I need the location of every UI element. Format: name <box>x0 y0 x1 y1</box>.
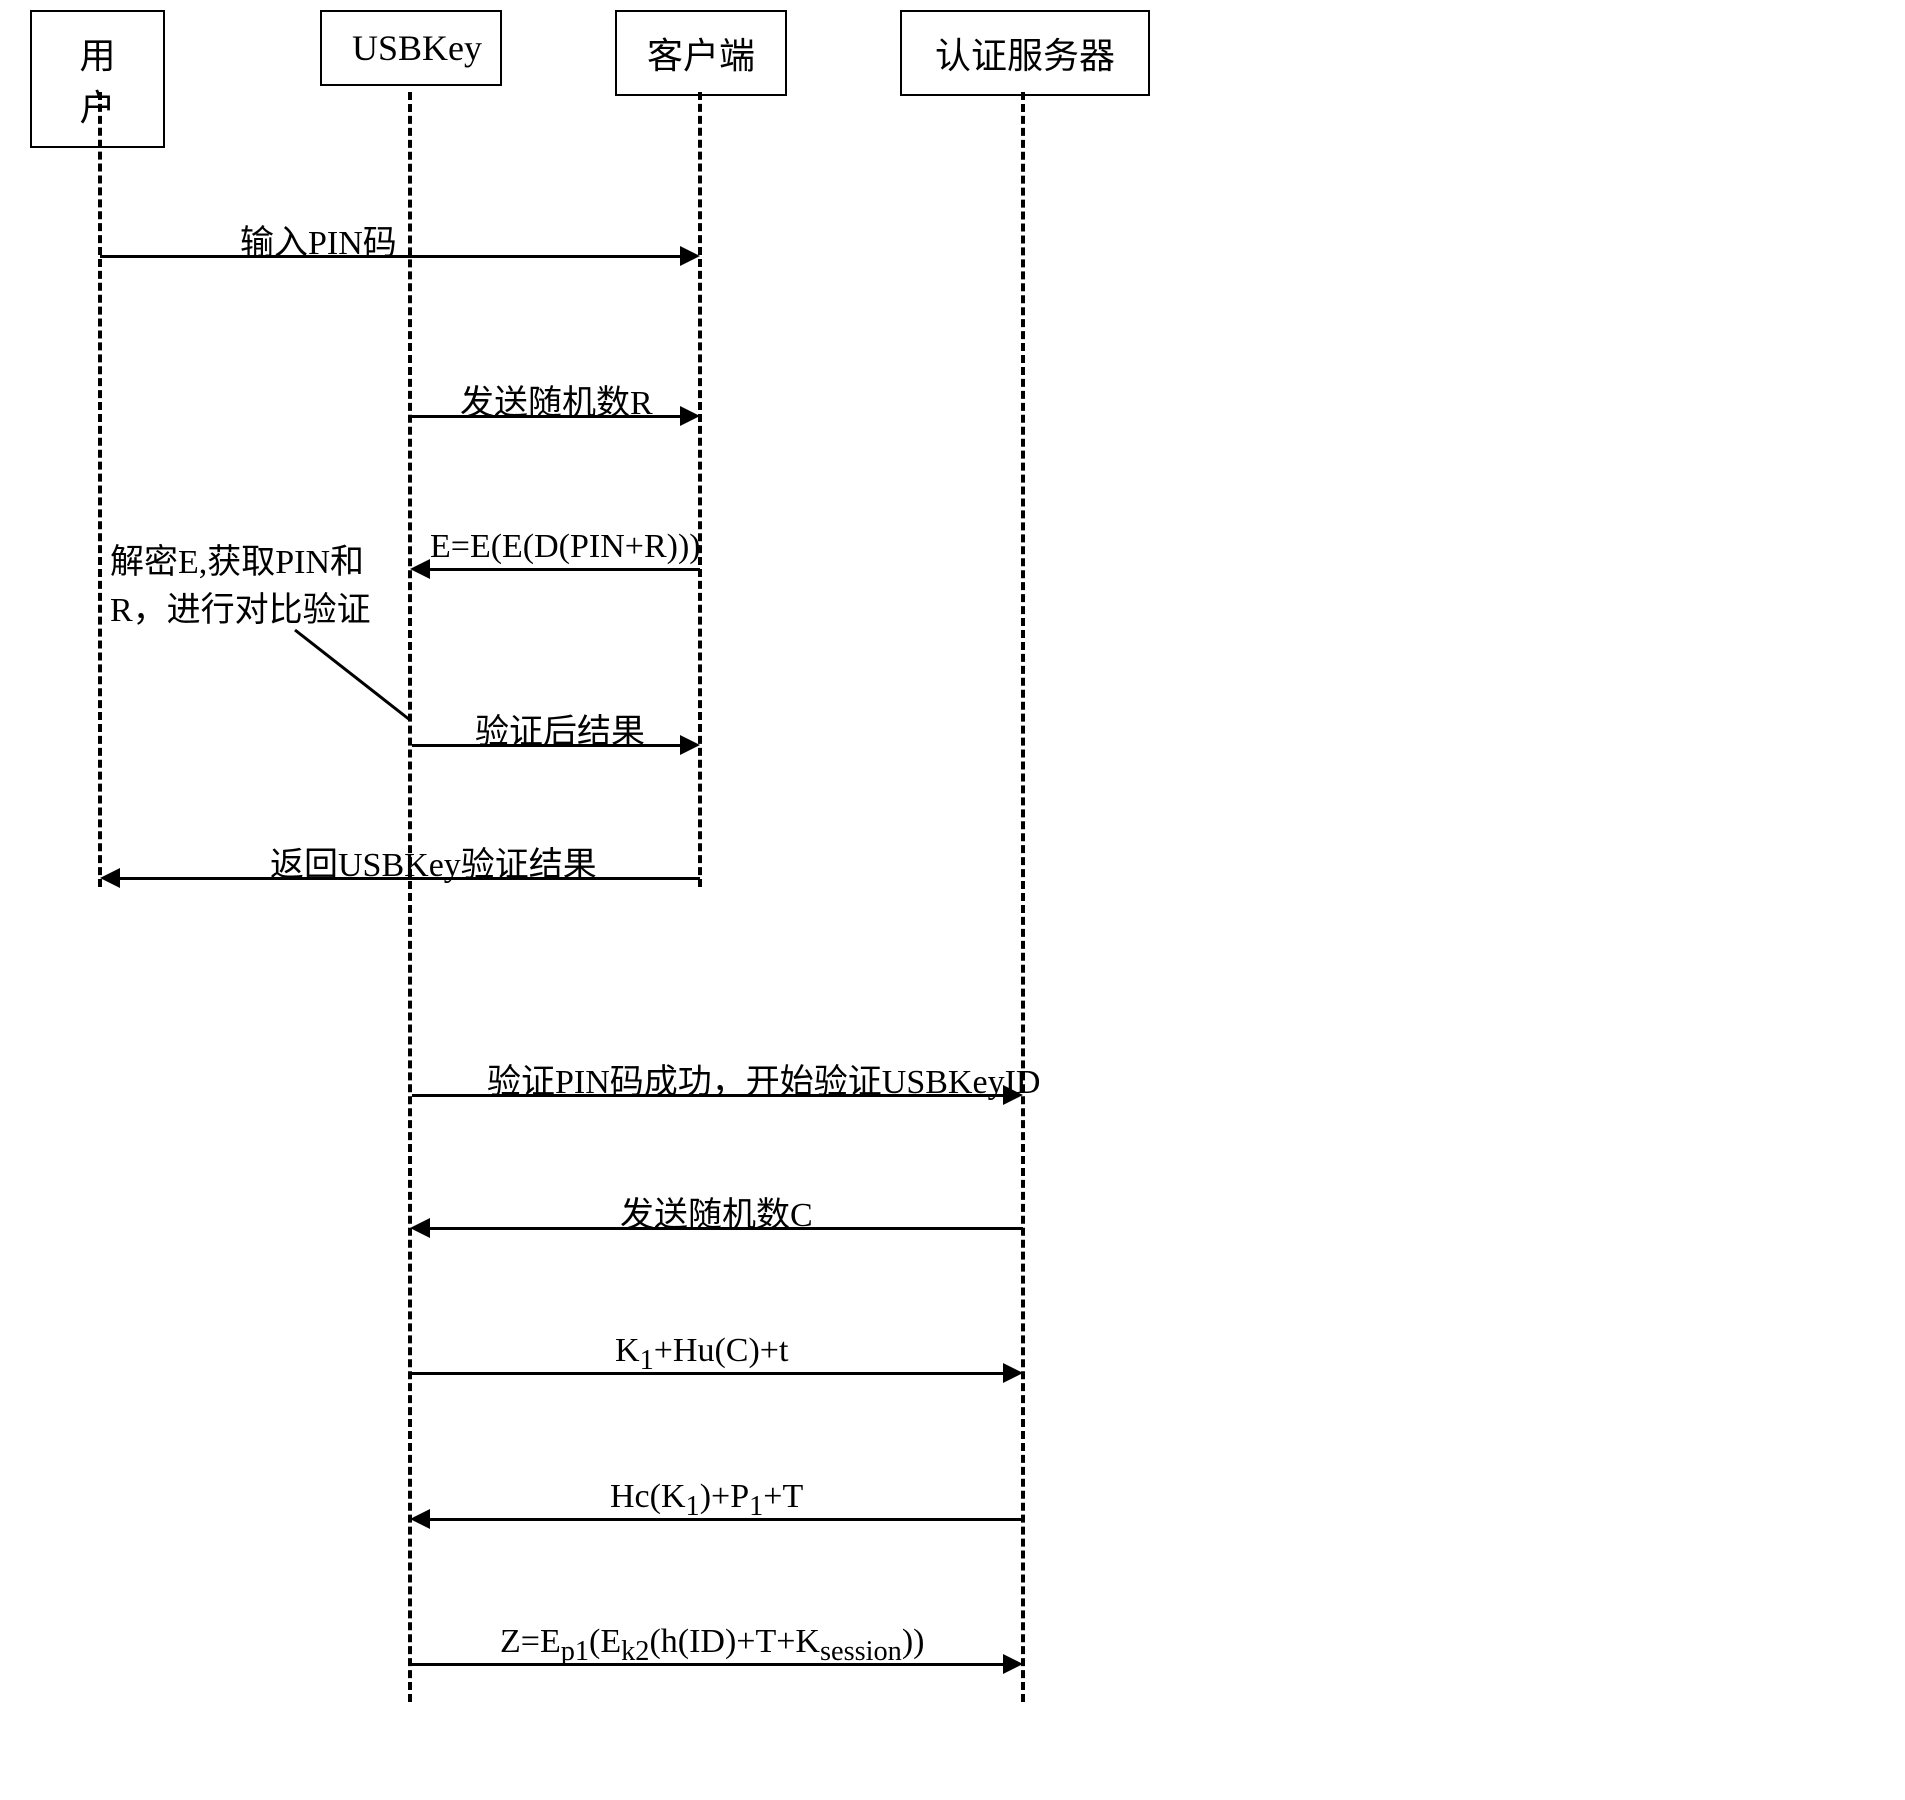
arrow-head <box>410 559 430 579</box>
arrow-line <box>412 415 680 418</box>
msg-encrypt-e: E=E(E(D(PIN+R))) <box>430 528 701 566</box>
arrow-line <box>120 877 700 880</box>
arrow-line <box>100 255 680 258</box>
arrow-line <box>430 1518 1023 1521</box>
arrow-head <box>680 735 700 755</box>
participant-client: 客户端 <box>615 10 787 96</box>
arrow-line <box>430 1227 1023 1230</box>
arrow-line <box>430 568 700 571</box>
lifeline-server <box>1021 92 1025 1702</box>
arrow-line <box>412 1372 1003 1375</box>
lifeline-usbkey <box>408 92 412 1702</box>
arrow-head <box>680 406 700 426</box>
msg-hck1-p1-t: Hc(K1)+P1+T <box>610 1478 803 1523</box>
note-decrypt-verify: 解密E,获取PIN和 R，进行对比验证 <box>110 539 371 634</box>
arrow-line <box>412 1663 1003 1666</box>
arrow-head <box>1003 1363 1023 1383</box>
msg-k1-huc-t: K1+Hu(C)+t <box>615 1332 788 1377</box>
arrow-head <box>1003 1085 1023 1105</box>
lifeline-client <box>698 92 702 887</box>
participant-label: USBKey <box>352 28 482 68</box>
note-connector <box>0 0 1200 1800</box>
arrow-line <box>412 1094 1003 1097</box>
msg-z-formula: Z=Ep1(Ek2(h(ID)+T+Ksession)) <box>500 1623 925 1668</box>
lifeline-user <box>98 92 102 887</box>
participant-usbkey: USBKey <box>320 10 502 86</box>
note-line2: R，进行对比验证 <box>110 592 371 629</box>
arrow-line <box>412 744 680 747</box>
arrow-head <box>100 868 120 888</box>
participant-label: 认证服务器 <box>935 36 1115 76</box>
arrow-head <box>410 1509 430 1529</box>
arrow-head <box>410 1218 430 1238</box>
participant-server: 认证服务器 <box>900 10 1150 96</box>
note-line1: 解密E,获取PIN和 <box>110 544 364 581</box>
arrow-head <box>1003 1654 1023 1674</box>
arrow-head <box>680 246 700 266</box>
participant-label: 客户端 <box>647 36 755 76</box>
